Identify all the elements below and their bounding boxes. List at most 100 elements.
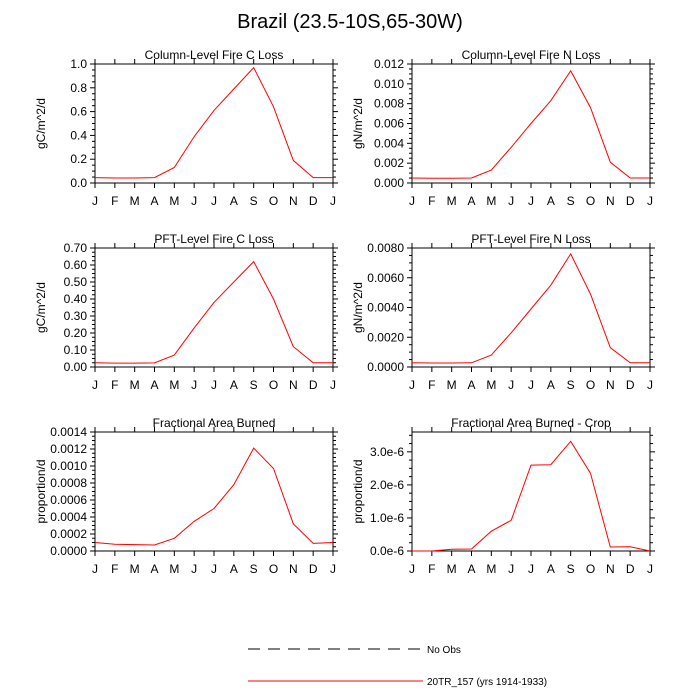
y-tick-label: 0.012 <box>374 57 404 71</box>
y-tick-label: 0.50 <box>64 275 88 289</box>
x-tick-label: M <box>130 194 140 208</box>
y-tick-label: 0.2 <box>70 152 87 166</box>
x-tick-label: M <box>447 378 457 392</box>
x-tick-label: A <box>547 562 555 576</box>
y-axis-label: gN/m^2/d <box>351 98 365 149</box>
series-line <box>411 69 650 179</box>
x-tick-label: M <box>169 378 179 392</box>
series-line <box>411 252 650 364</box>
x-tick-label: F <box>111 378 118 392</box>
plot-frame <box>94 247 334 368</box>
y-tick-label: 0.0000 <box>367 360 404 374</box>
y-tick-label: 0.0010 <box>50 459 87 473</box>
plot-frame <box>94 431 334 552</box>
chart-title: Fractional Area Burned <box>153 416 276 430</box>
chart-title: Column-Level Fire C Loss <box>145 48 284 62</box>
x-tick-label: F <box>428 562 435 576</box>
y-tick-label: 0.60 <box>64 258 88 272</box>
y-tick-label: 0.006 <box>374 117 404 131</box>
x-tick-label: F <box>428 378 435 392</box>
x-tick-label: O <box>586 562 595 576</box>
y-tick-label: 0.10 <box>64 343 88 357</box>
series-line <box>94 260 333 364</box>
x-tick-label: J <box>330 562 336 576</box>
x-tick-label: J <box>409 194 415 208</box>
x-tick-label: J <box>528 378 534 392</box>
y-tick-label: 0.0012 <box>50 442 87 456</box>
chart-panel-5: Fractional Area Burned 0.0000 0.0002 0.0004… <box>34 416 338 576</box>
series-line <box>94 447 334 546</box>
x-tick-label: J <box>330 378 336 392</box>
y-tick-label: 0.0040 <box>367 301 404 315</box>
x-tick-label: O <box>269 378 278 392</box>
y-tick-label: 0.30 <box>64 309 88 323</box>
series-line <box>94 66 333 179</box>
x-tick-label: N <box>289 378 298 392</box>
x-tick-label: A <box>547 378 555 392</box>
x-tick-label: M <box>486 562 496 576</box>
legend-label: No Obs <box>427 645 461 656</box>
x-tick-label: A <box>150 562 158 576</box>
y-tick-label: 0.0e-6 <box>370 544 404 558</box>
x-tick-label: J <box>409 378 415 392</box>
x-tick-label: O <box>269 562 278 576</box>
x-tick-label: A <box>150 194 158 208</box>
y-tick-label: 0.0020 <box>367 330 404 344</box>
legend: No Obs 20TR_157 (yrs 1914-1933) <box>248 645 547 688</box>
x-tick-label: M <box>169 194 179 208</box>
x-tick-label: J <box>647 562 653 576</box>
x-tick-label: J <box>211 194 217 208</box>
x-tick-label: M <box>486 194 496 208</box>
y-tick-label: 0.20 <box>64 326 88 340</box>
x-tick-label: A <box>467 378 475 392</box>
y-tick-label: 0.0000 <box>50 544 87 558</box>
y-axis-label: proportion/d <box>34 459 48 523</box>
y-tick-label: 0.6 <box>70 105 87 119</box>
y-tick-label: 0.0006 <box>50 493 87 507</box>
y-tick-label: 2.0e-6 <box>370 478 404 492</box>
x-tick-label: O <box>586 378 595 392</box>
plot-frame <box>411 247 651 368</box>
x-tick-label: J <box>191 194 197 208</box>
figure-title: Brazil (23.5-10S,65-30W) <box>237 11 463 33</box>
y-tick-label: 0.0008 <box>50 476 87 490</box>
chart-panel-6: Fractional Area Burned - Crop 0.0e-6 1.0e-… <box>351 416 655 576</box>
x-tick-label: D <box>626 378 635 392</box>
x-tick-label: O <box>586 194 595 208</box>
y-tick-label: 0.0004 <box>50 510 87 524</box>
x-tick-label: D <box>626 194 635 208</box>
x-tick-label: M <box>486 378 496 392</box>
y-axis-label: gC/m^2/d <box>34 282 48 333</box>
y-tick-label: 0.0002 <box>50 527 87 541</box>
plot-frame <box>411 431 651 552</box>
x-tick-label: J <box>647 194 653 208</box>
x-tick-label: J <box>508 378 514 392</box>
x-tick-label: J <box>92 562 98 576</box>
y-tick-label: 0.002 <box>374 156 404 170</box>
x-tick-label: N <box>606 194 615 208</box>
x-tick-label: D <box>626 562 635 576</box>
y-tick-label: 0.008 <box>374 97 404 111</box>
x-tick-label: J <box>92 378 98 392</box>
x-tick-label: J <box>528 562 534 576</box>
x-tick-label: J <box>92 194 98 208</box>
x-tick-label: J <box>528 194 534 208</box>
chart-title: Column-Level Fire N Loss <box>462 48 601 62</box>
x-tick-label: J <box>330 194 336 208</box>
x-tick-label: A <box>230 562 238 576</box>
x-tick-label: N <box>606 378 615 392</box>
x-tick-label: N <box>289 194 298 208</box>
y-tick-label: 0.004 <box>374 136 404 150</box>
x-tick-label: D <box>309 194 318 208</box>
y-tick-label: 0.000 <box>374 176 404 190</box>
y-axis-label: proportion/d <box>351 459 365 523</box>
x-tick-label: A <box>467 194 475 208</box>
x-tick-label: M <box>169 562 179 576</box>
x-tick-label: J <box>409 562 415 576</box>
x-tick-label: S <box>567 562 575 576</box>
x-tick-label: A <box>467 562 475 576</box>
y-tick-label: 0.4 <box>70 128 87 142</box>
y-tick-label: 1.0e-6 <box>370 511 404 525</box>
